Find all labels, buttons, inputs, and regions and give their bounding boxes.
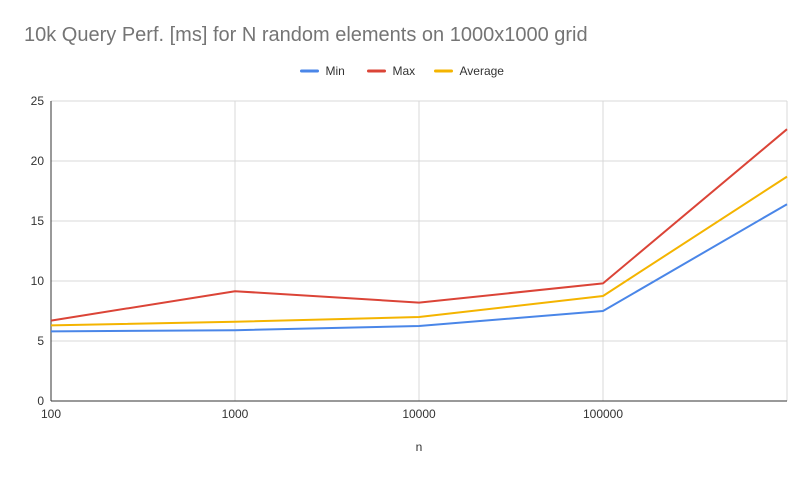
x-tick-label: 100000 xyxy=(583,407,623,421)
grid xyxy=(51,100,788,401)
x-tick-label: 100 xyxy=(41,407,61,421)
series-line-max xyxy=(50,128,788,322)
legend: Min Max Average xyxy=(300,64,505,78)
series-layer xyxy=(50,128,788,333)
y-tick-label: 25 xyxy=(31,94,45,108)
y-tick-label: 0 xyxy=(37,394,44,408)
legend-item-average: Average xyxy=(434,64,505,78)
legend-label: Min xyxy=(326,64,345,78)
chart-title: 10k Query Perf. [ms] for N random elemen… xyxy=(24,24,588,46)
legend-label: Max xyxy=(393,64,416,78)
y-tick-label: 5 xyxy=(37,334,44,348)
y-tick-label: 10 xyxy=(31,274,45,288)
x-axis-title: n xyxy=(416,440,423,454)
x-tick-label: 1000 xyxy=(222,407,249,421)
axes: 0 5 10 15 20 25 100 1000 10000 100000 xyxy=(31,94,787,421)
y-tick-label: 15 xyxy=(31,214,45,228)
legend-item-min: Min xyxy=(300,64,345,78)
legend-item-max: Max xyxy=(367,64,416,78)
legend-label: Average xyxy=(460,64,505,78)
series-line-average xyxy=(50,175,788,327)
x-tick-label: 10000 xyxy=(402,407,436,421)
series-line-min xyxy=(50,203,788,333)
y-tick-label: 20 xyxy=(31,154,45,168)
